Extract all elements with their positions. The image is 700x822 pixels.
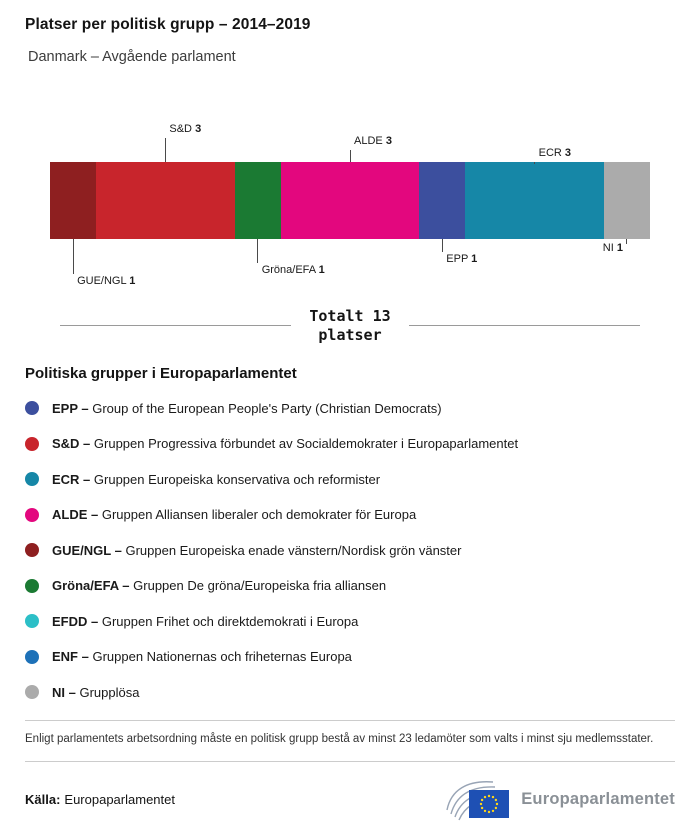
page-title: Platser per politisk grupp – 2014–2019 [25,16,311,33]
source-value: Europaparlamentet [64,792,175,808]
legend-item-gue-ngl: GUE/NGL – Gruppen Europeiska enade vänst… [25,543,675,558]
legend-heading: Politiska grupper i Europaparlamentet [25,364,297,382]
legend-item-label: GUE/NGL – Gruppen Europeiska enade vänst… [52,542,462,558]
callout-line-gr-na-efa [257,239,259,263]
legend-color-dot [25,578,39,593]
legend-item-ni: NI – Grupplösa [25,685,675,700]
segment-label-alde: ALDE 3 [354,135,392,147]
legend-item-s-d: S&D – Gruppen Progressiva förbundet av S… [25,436,675,451]
page-subtitle: Danmark – Avgående parlament [28,49,236,65]
legend-color-dot [25,543,39,557]
stacked-bar [50,162,650,239]
segment-label-epp: EPP 1 [446,253,478,265]
bar-segment-epp [419,162,466,239]
legend-color-dot [25,614,39,628]
bar-segment-alde [280,162,420,239]
bar-segment-ni [603,162,650,239]
chart-area: GUE/NGL 1 S&D 3 Gröna/EFA 1 ALDE 3 EPP 1 ECR … [50,119,650,291]
legend-item-label: S&D – Gruppen Progressiva förbundet av S… [52,436,519,451]
total-divider: Totalt 13 platser [60,307,640,345]
segment-label-ecr: ECR 3 [538,147,572,159]
total-label-line1: Totalt 13 [309,307,391,325]
legend-color-dot [25,401,39,415]
total-label-line2: platser [318,325,382,344]
legend-color-dot [25,436,39,451]
bar-segment-gue-ngl [50,162,97,239]
total-rule-right [408,325,640,327]
total-rule-left [60,325,292,327]
legend-item-label: ALDE – Gruppen Alliansen liberaler och d… [52,507,417,522]
legend-item-enf: ENF – Gruppen Nationernas och friheterna… [25,649,675,664]
legend-item-efdd: EFDD – Gruppen Frihet och direktdemokrat… [25,614,675,629]
segment-label-s-d: S&D 3 [169,123,202,135]
bar-segment-ecr [465,162,604,239]
legend-item-ecr: ECR – Gruppen Europeiska konservativa oc… [25,472,675,487]
legend-section: Politiska grupper i Europaparlamentet EP… [25,365,675,700]
legend-item-alde: ALDE – Gruppen Alliansen liberaler och d… [25,507,675,522]
legend-item-label: Gröna/EFA – Gruppen De gröna/Europeiska … [52,578,387,593]
europarl-logo: Europaparlamentet [443,778,675,822]
legend-item-label: EPP – Group of the European People's Par… [52,400,442,416]
footnote-text: Enligt parlamentets arbetsordning måste … [25,733,654,745]
legend-item-label: ECR – Gruppen Europeiska konservativa oc… [52,471,381,487]
source-row: Källa: Europaparlamentet [25,778,675,822]
segment-label-gue-ngl: GUE/NGL 1 [77,275,136,287]
legend-item-label: EFDD – Gruppen Frihet och direktdemokrat… [52,613,359,629]
callout-line-epp [441,239,443,252]
legend-color-dot [25,685,39,699]
segment-label-gr-na-efa: Gröna/EFA 1 [261,264,325,276]
bar-segment-s-d [96,162,235,239]
bottom-divider [25,760,675,762]
source-label: Källa: [25,792,61,808]
source-text: Källa: Europaparlamentet [25,792,175,807]
legend-item-epp: EPP – Group of the European People's Par… [25,401,675,416]
legend-item-label: NI – Grupplösa [52,684,140,700]
header: Platser per politisk grupp – 2014–2019 D… [0,0,700,65]
callout-line-s-d [164,138,166,162]
europarl-logo-text: Europaparlamentet [521,790,675,809]
footnote-block: Enligt parlamentets arbetsordning måste … [25,720,675,748]
callout-line-alde [349,150,351,162]
bar-segment-gr-na-efa [234,162,281,239]
legend-list: EPP – Group of the European People's Par… [25,401,675,700]
total-label: Totalt 13 platser [291,307,408,345]
europarl-logo-mark [446,780,510,820]
segment-label-ni: NI 1 [602,242,623,254]
callout-line-ni [626,239,628,244]
legend-item-label: ENF – Gruppen Nationernas och friheterna… [52,649,352,664]
legend-item-gr-na-efa: Gröna/EFA – Gruppen De gröna/Europeiska … [25,578,675,593]
eu-flag [469,789,510,818]
legend-color-dot [25,472,39,486]
legend-color-dot [25,507,39,522]
legend-color-dot [25,649,39,664]
callout-line-ecr [534,162,536,164]
callout-line-gue-ngl [72,239,74,274]
